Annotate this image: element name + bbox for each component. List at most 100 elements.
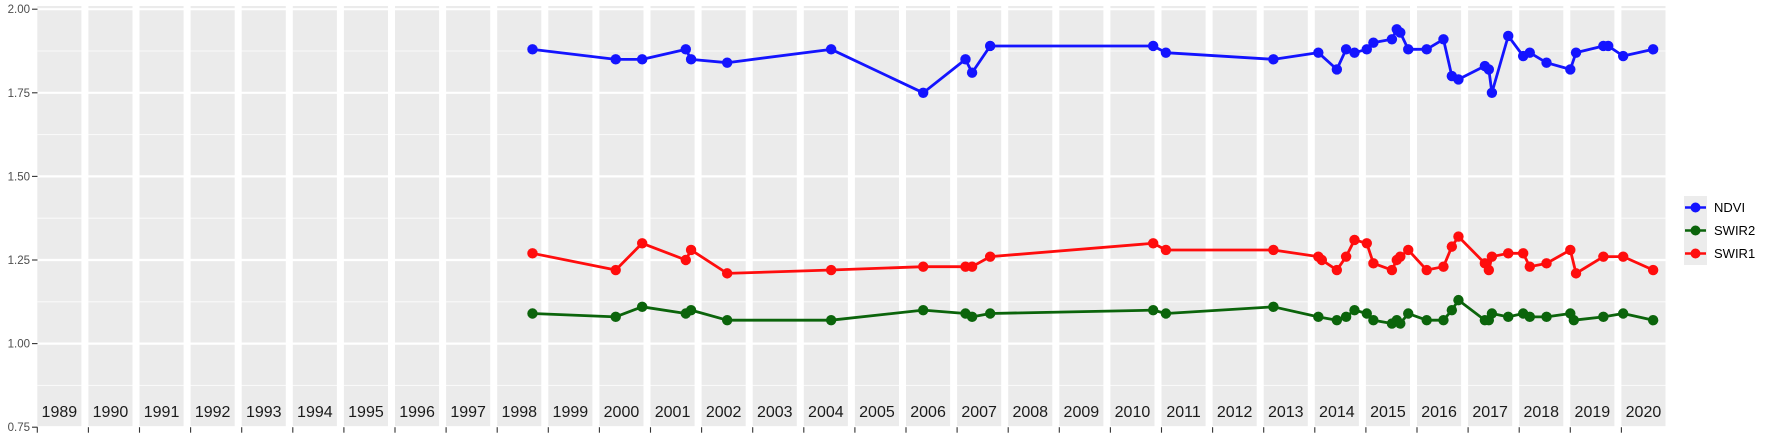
- x-year-label: 2011: [1166, 404, 1201, 421]
- data-point-swir2: [636, 301, 648, 313]
- data-point-swir2: [1453, 294, 1464, 306]
- data-point-ndvi: [1403, 44, 1414, 55]
- data-point-ndvi: [1386, 34, 1398, 45]
- data-point-swir1: [1503, 248, 1514, 259]
- data-point-swir2: [685, 304, 697, 316]
- y-axis-label: 1.75: [8, 88, 30, 100]
- data-point-swir1: [1349, 234, 1360, 246]
- legend-key-icon: [1684, 219, 1707, 242]
- x-year-label: 1997: [450, 404, 486, 421]
- data-point-ndvi: [1603, 40, 1614, 52]
- data-point-swir1: [1483, 264, 1495, 276]
- data-point-swir1: [1524, 261, 1535, 272]
- data-point-swir2: [966, 311, 978, 323]
- data-point-ndvi: [1647, 44, 1659, 55]
- data-point-ndvi: [1453, 74, 1464, 85]
- data-point-swir1: [825, 264, 837, 276]
- data-point-swir1: [1647, 264, 1659, 276]
- data-point-swir1: [1403, 244, 1414, 256]
- data-point-swir1: [685, 244, 697, 256]
- data-point-swir2: [1421, 314, 1432, 326]
- facet-panel: [241, 6, 286, 428]
- data-point-ndvi: [610, 54, 621, 65]
- facet-panel: [1008, 6, 1053, 428]
- data-point-swir2: [1395, 318, 1406, 329]
- data-point-ndvi: [1524, 47, 1535, 58]
- x-year-label: 1995: [348, 404, 384, 421]
- facet-panel: [292, 6, 337, 428]
- x-year-label: 1993: [246, 404, 282, 421]
- x-year-label: 2010: [1115, 404, 1151, 421]
- data-point-swir2: [721, 314, 733, 326]
- data-point-swir1: [1486, 251, 1498, 262]
- data-point-swir1: [610, 264, 621, 276]
- data-point-swir1: [917, 261, 929, 272]
- data-point-ndvi: [917, 87, 929, 99]
- facet-panel: [1263, 6, 1308, 428]
- y-axis-label: 2.00: [8, 4, 30, 16]
- data-point-swir1: [984, 251, 996, 262]
- x-year-label: 2005: [859, 404, 895, 421]
- y-axis-label: 1.50: [8, 171, 30, 183]
- x-year-label: 2007: [961, 404, 997, 421]
- data-point-swir2: [1349, 304, 1360, 316]
- facet-panel: [88, 6, 133, 428]
- x-year-label: 1994: [297, 404, 333, 421]
- data-point-ndvi: [1438, 34, 1449, 45]
- data-point-ndvi: [825, 44, 837, 55]
- data-point-swir1: [1446, 241, 1458, 252]
- data-point-swir1: [527, 248, 538, 259]
- data-point-swir2: [1617, 308, 1629, 319]
- facet-panel: [446, 6, 491, 428]
- x-year-label: 1996: [399, 404, 435, 421]
- data-point-swir2: [527, 308, 538, 319]
- facet-panel: [1314, 6, 1359, 428]
- data-point-swir1: [1438, 261, 1449, 272]
- data-point-swir1: [1570, 268, 1582, 279]
- data-point-ndvi: [1565, 64, 1576, 75]
- legend-item-ndvi: NDVI: [1684, 196, 1755, 219]
- data-point-swir2: [1598, 311, 1609, 323]
- data-point-swir2: [1647, 314, 1659, 326]
- x-year-label: 2004: [808, 404, 844, 421]
- data-point-swir1: [1565, 244, 1576, 256]
- x-year-label: 2009: [1064, 404, 1100, 421]
- facet-panel: [190, 6, 235, 428]
- facet-panel: [37, 6, 82, 428]
- data-point-ndvi: [1147, 40, 1159, 52]
- data-point-swir1: [1421, 264, 1432, 276]
- data-point-swir1: [1541, 258, 1552, 269]
- facet-panel: [1110, 6, 1155, 428]
- facet-panel: [1365, 6, 1410, 428]
- data-point-ndvi: [685, 54, 697, 65]
- data-point-swir2: [917, 304, 929, 316]
- data-point-ndvi: [1268, 54, 1279, 65]
- data-point-swir2: [825, 314, 837, 326]
- data-point-swir1: [1368, 258, 1379, 269]
- data-point-swir1: [1517, 248, 1529, 259]
- data-point-ndvi: [1617, 50, 1629, 62]
- facet-panel: [1570, 6, 1615, 428]
- facet-panel: [139, 6, 184, 428]
- data-point-swir1: [1316, 254, 1328, 266]
- data-point-ndvi: [1361, 44, 1372, 55]
- data-point-ndvi: [1503, 30, 1514, 42]
- data-point-ndvi: [1395, 27, 1406, 38]
- data-point-swir2: [1361, 308, 1372, 319]
- x-year-label: 1998: [501, 404, 537, 421]
- data-point-swir2: [984, 308, 996, 319]
- y-axis-label: 1.00: [8, 339, 30, 351]
- x-year-label: 2003: [757, 404, 793, 421]
- data-point-swir1: [1331, 264, 1343, 276]
- data-point-swir2: [1368, 314, 1379, 326]
- facet-panel: [906, 6, 951, 428]
- facet-panel: [803, 6, 848, 428]
- data-point-swir2: [1340, 311, 1352, 323]
- facet-panel: [1059, 6, 1104, 428]
- data-point-swir2: [1403, 308, 1414, 319]
- y-axis-label: 1.25: [8, 255, 30, 267]
- data-point-swir2: [1503, 311, 1514, 323]
- data-point-ndvi: [721, 57, 733, 68]
- legend-key-icon: [1684, 196, 1707, 219]
